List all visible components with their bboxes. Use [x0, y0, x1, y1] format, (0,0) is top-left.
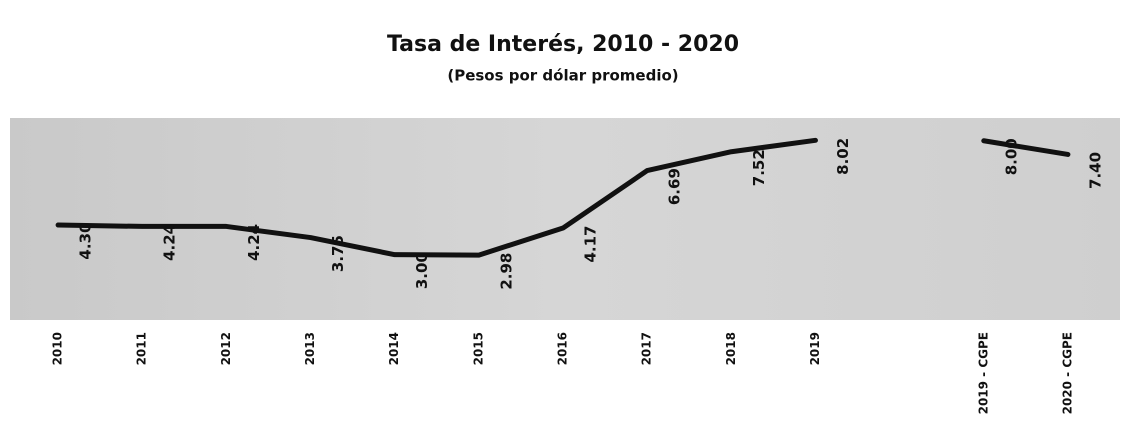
data-label: 2.98 [497, 253, 515, 290]
x-tick-label: 2020 - CGPE [1060, 332, 1074, 414]
data-label: 4.24 [245, 224, 263, 261]
data-label: 4.24 [161, 224, 179, 261]
data-label: 3.75 [329, 235, 347, 272]
data-label: 7.52 [750, 149, 768, 186]
x-tick-label: 2014 [387, 332, 401, 365]
data-label: 6.69 [666, 168, 684, 205]
x-tick-label: 2011 [135, 332, 149, 365]
line [55, 137, 818, 258]
chart-subtitle: (Pesos por dólar promedio) [447, 67, 678, 85]
x-tick-label: 2016 [556, 332, 570, 365]
x-tick-label: 2013 [303, 332, 317, 365]
x-tick-label: 2019 [808, 332, 822, 365]
data-label: 8.00 [1002, 138, 1020, 175]
data-label: 8.02 [834, 138, 852, 175]
x-tick-label: 2010 [51, 332, 65, 365]
data-label: 4.30 [77, 223, 95, 260]
plot-area [10, 118, 1120, 320]
x-tick-label: 2015 [471, 332, 485, 365]
x-tick-label: 2017 [640, 332, 654, 365]
x-tick-label: 2019 - CGPE [976, 332, 990, 414]
data-label: 4.17 [582, 226, 600, 263]
x-tick-label: 2018 [724, 332, 738, 365]
data-label: 3.00 [413, 252, 431, 289]
line [981, 138, 1071, 157]
x-tick-label: 2012 [219, 332, 233, 365]
data-label: 7.40 [1086, 152, 1104, 189]
chart-title: Tasa de Interés, 2010 - 2020 [387, 32, 739, 57]
